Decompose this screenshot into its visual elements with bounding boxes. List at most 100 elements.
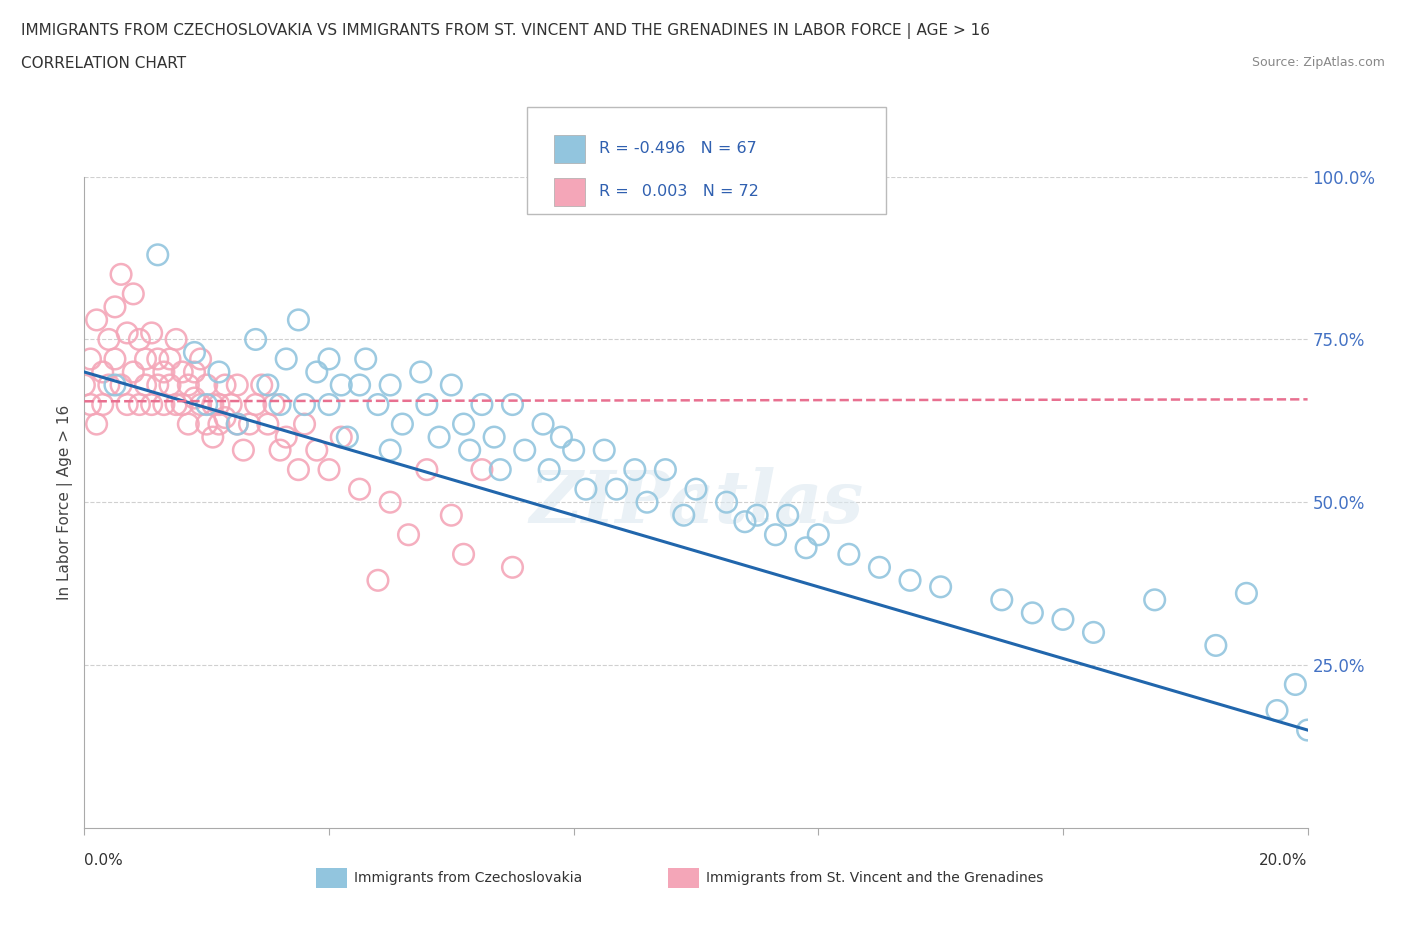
Point — [172, 365, 194, 379]
Point — [330, 378, 353, 392]
Point — [380, 443, 402, 458]
Point — [128, 332, 150, 347]
Point — [349, 378, 371, 392]
Point — [349, 482, 371, 497]
Point — [807, 527, 830, 542]
Point — [575, 482, 598, 497]
Point — [453, 547, 475, 562]
Point — [287, 312, 309, 327]
Point — [367, 397, 389, 412]
Text: CORRELATION CHART: CORRELATION CHART — [21, 56, 186, 71]
Text: Immigrants from St. Vincent and the Grenadines: Immigrants from St. Vincent and the Gren… — [706, 870, 1043, 885]
Point — [250, 378, 273, 392]
Text: 0.0%: 0.0% — [84, 853, 124, 868]
Point — [115, 326, 138, 340]
Point — [294, 417, 316, 432]
Point — [159, 378, 181, 392]
Point — [416, 397, 439, 412]
Point — [97, 378, 120, 392]
Point — [276, 430, 298, 445]
Point — [471, 462, 494, 477]
Point — [776, 508, 799, 523]
Point — [398, 527, 420, 542]
Point — [141, 326, 163, 340]
Point — [122, 286, 145, 301]
Point — [86, 417, 108, 432]
Point — [538, 462, 561, 477]
Point — [747, 508, 769, 523]
Point — [165, 332, 187, 347]
Point — [1205, 638, 1227, 653]
Point — [201, 430, 224, 445]
Point — [318, 352, 340, 366]
Point — [869, 560, 891, 575]
Point — [232, 443, 254, 458]
Point — [624, 462, 647, 477]
Point — [318, 462, 340, 477]
Point — [294, 397, 316, 412]
Point — [794, 540, 817, 555]
Point — [489, 462, 512, 477]
Point — [269, 397, 291, 412]
Point — [245, 397, 267, 412]
Point — [135, 378, 157, 392]
Point — [183, 345, 205, 360]
Point — [330, 430, 353, 445]
Point — [929, 579, 952, 594]
Point — [195, 378, 218, 392]
Point — [104, 352, 127, 366]
Point — [122, 365, 145, 379]
Point — [146, 378, 169, 392]
Point — [605, 482, 627, 497]
Point — [263, 397, 285, 412]
Point — [183, 391, 205, 405]
Point — [115, 397, 138, 412]
Point — [190, 397, 212, 412]
Point — [354, 352, 377, 366]
Point — [318, 397, 340, 412]
Y-axis label: In Labor Force | Age > 16: In Labor Force | Age > 16 — [58, 405, 73, 600]
Point — [165, 397, 187, 412]
Point — [550, 430, 572, 445]
Point — [172, 397, 194, 412]
Point — [159, 352, 181, 366]
Point — [453, 417, 475, 432]
Point — [482, 430, 505, 445]
Point — [471, 397, 494, 412]
Point — [380, 495, 402, 510]
Point — [110, 267, 132, 282]
Point — [685, 482, 707, 497]
Point — [765, 527, 787, 542]
Point — [153, 365, 176, 379]
Point — [734, 514, 756, 529]
Text: Source: ZipAtlas.com: Source: ZipAtlas.com — [1251, 56, 1385, 69]
Point — [409, 365, 432, 379]
Point — [1234, 586, 1257, 601]
Point — [226, 378, 249, 392]
Point — [257, 378, 280, 392]
Text: IMMIGRANTS FROM CZECHOSLOVAKIA VS IMMIGRANTS FROM ST. VINCENT AND THE GRENADINES: IMMIGRANTS FROM CZECHOSLOVAKIA VS IMMIGR… — [21, 23, 990, 39]
Text: 20.0%: 20.0% — [1260, 853, 1308, 868]
Point — [146, 247, 169, 262]
Text: R =  0.003   N = 72: R = 0.003 N = 72 — [599, 184, 759, 199]
Point — [226, 417, 249, 432]
Point — [97, 332, 120, 347]
Point — [427, 430, 450, 445]
Point — [305, 443, 328, 458]
Point — [201, 397, 224, 412]
Point — [219, 397, 242, 412]
Point — [86, 312, 108, 327]
Point — [257, 417, 280, 432]
Point — [513, 443, 536, 458]
Point — [440, 508, 463, 523]
Point — [91, 365, 114, 379]
Point — [79, 352, 101, 366]
Point — [238, 417, 260, 432]
Point — [1296, 723, 1319, 737]
Point — [287, 462, 309, 477]
Point — [838, 547, 860, 562]
Point — [416, 462, 439, 477]
Text: Immigrants from Czechoslovakia: Immigrants from Czechoslovakia — [354, 870, 582, 885]
Text: ZIPatlas: ZIPatlas — [529, 467, 863, 538]
Point — [214, 410, 236, 425]
